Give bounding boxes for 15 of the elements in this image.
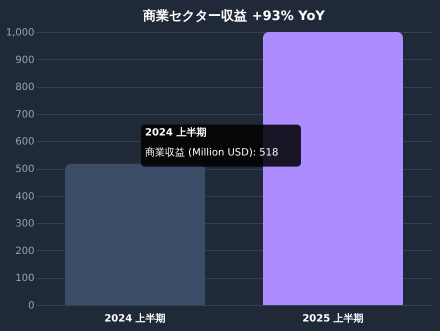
y-tick-label: 600 (15, 136, 34, 148)
y-tick-label: 1,000 (6, 28, 34, 38)
x-tick-label: 2025 上半期 (302, 312, 364, 324)
y-tick-label: 100 (15, 273, 34, 284)
y-tick-label: 0 (28, 300, 34, 312)
y-tick-label: 500 (15, 164, 34, 175)
y-tick-label: 700 (15, 109, 34, 120)
y-tick-label: 300 (15, 218, 34, 230)
y-tick-label: 900 (15, 54, 34, 66)
y-tick-label: 400 (15, 191, 34, 202)
annotation: 2024 上半期 (145, 126, 206, 139)
y-tick-label: 200 (15, 246, 34, 257)
annotation: 商業収益 (Million USD): 518 (145, 146, 278, 159)
chart-title: 商業セクター収益 +93% YoY (142, 8, 326, 24)
y-tick-label: 800 (15, 82, 34, 94)
